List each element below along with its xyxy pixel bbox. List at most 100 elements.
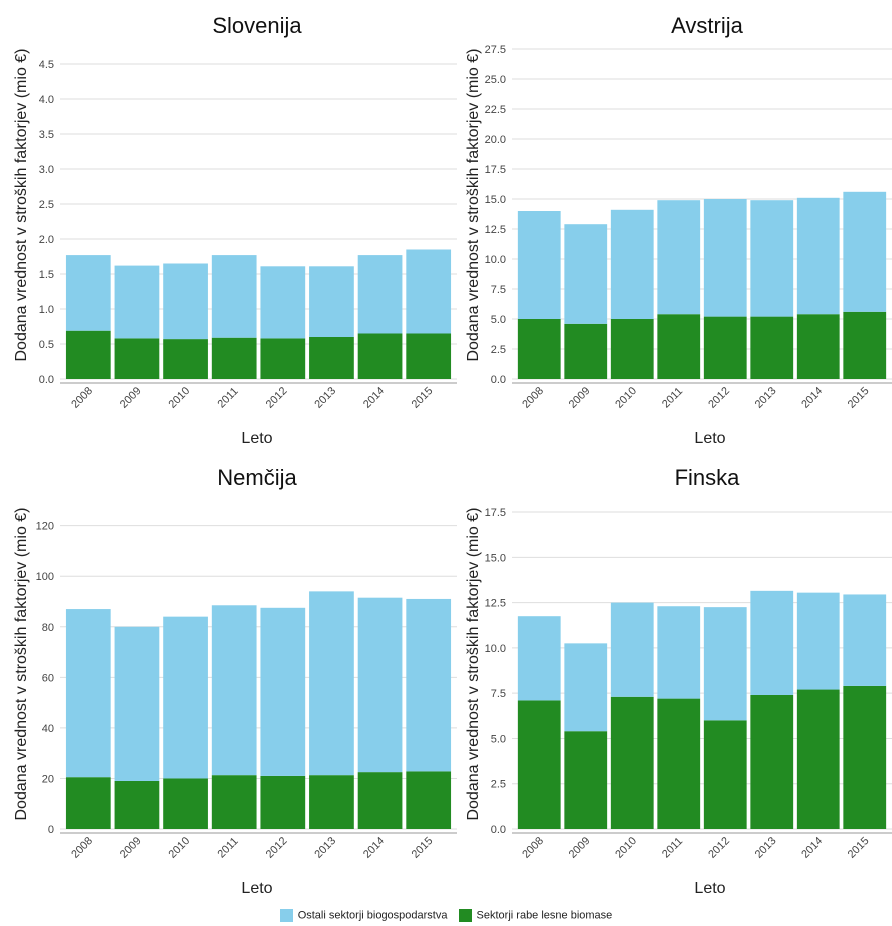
bar-ostali-2010	[610, 209, 654, 319]
bar-lesna-2013	[309, 775, 354, 829]
y-tick-label: 17.5	[485, 164, 506, 176]
bar-lesna-2015	[406, 771, 452, 829]
bar-lesna-2015	[843, 685, 887, 829]
y-tick-label: 4.0	[39, 94, 54, 106]
legend-item-lesna: Sektorji rabe lesne biomase	[458, 909, 613, 922]
x-tick-label: 2010	[167, 835, 193, 861]
x-tick-label: 2014	[799, 835, 825, 861]
y-tick-label: 15.0	[485, 194, 506, 206]
y-tick-label: 5.0	[491, 733, 506, 745]
x-tick-label: 2009	[118, 385, 144, 411]
x-tick-label: 2010	[167, 385, 193, 411]
x-axis-title: Leto	[241, 430, 272, 447]
panel-title: Finska	[675, 465, 741, 490]
bar-lesna-2014	[796, 314, 840, 379]
y-tick-label: 0.0	[491, 824, 506, 836]
y-tick-label: 12.5	[485, 224, 506, 236]
bar-lesna-2009	[114, 338, 160, 379]
y-tick-label: 22.5	[485, 104, 506, 116]
y-tick-label: 4.5	[39, 59, 54, 71]
x-tick-label: 2014	[799, 385, 825, 411]
y-tick-label: 0	[48, 824, 54, 836]
y-tick-label: 0.0	[39, 374, 54, 386]
bar-lesna-2009	[564, 731, 608, 829]
y-tick-label: 3.0	[39, 164, 54, 176]
bar-ostali-2014	[357, 597, 403, 773]
y-axis-title: Dodana vrednost v stroških faktorjev (mi…	[13, 48, 30, 361]
x-tick-label: 2012	[264, 835, 290, 861]
x-tick-label: 2013	[753, 385, 779, 411]
y-tick-label: 2.5	[39, 199, 54, 211]
x-tick-label: 2015	[846, 835, 872, 861]
bar-ostali-2009	[564, 224, 608, 324]
bar-lesna-2012	[260, 775, 306, 829]
bar-ostali-2012	[260, 266, 306, 339]
x-tick-label: 2015	[846, 385, 872, 411]
y-tick-label: 0.0	[491, 374, 506, 386]
x-tick-label: 2013	[312, 835, 338, 861]
x-tick-label: 2011	[215, 835, 240, 860]
bar-lesna-2008	[65, 777, 111, 829]
x-tick-label: 2011	[660, 835, 685, 860]
y-tick-label: 3.5	[39, 129, 54, 141]
y-tick-label: 0.5	[39, 339, 54, 351]
x-tick-label: 2014	[361, 835, 387, 861]
bar-lesna-2012	[260, 338, 306, 379]
bar-ostali-2012	[703, 199, 747, 317]
bar-ostali-2010	[163, 616, 208, 779]
chart-figure: 0.0 0.5 1.0 1.5 2.0 2.5 3.0 3.5 4.0 4.5 2008 2009 20…	[13, 13, 892, 897]
panel-title: Avstrija	[671, 13, 743, 38]
y-tick-label: 12.5	[485, 598, 506, 610]
bar-ostali-2013	[750, 590, 794, 695]
x-tick-label: 2009	[118, 835, 144, 861]
bar-ostali-2014	[796, 592, 840, 690]
y-axis-title: Dodana vrednost v stroških faktorjev (mi…	[13, 507, 30, 820]
bar-lesna-2010	[163, 778, 208, 829]
y-tick-label: 2.5	[491, 344, 506, 356]
chart-panel-slovenija: 0.0 0.5 1.0 1.5 2.0 2.5 3.0 3.5 4.0 4.5 2008 2009 20…	[13, 13, 457, 447]
bar-ostali-2011	[657, 606, 701, 699]
y-tick-label: 7.5	[491, 284, 506, 296]
bar-ostali-2008	[65, 609, 111, 778]
bar-ostali-2008	[65, 255, 111, 331]
x-tick-label: 2012	[706, 835, 732, 861]
chart-panel-nemčija: 0 20 40 60 80 100 120 2008 2009 2010 2011 2012 2013 2…	[13, 465, 457, 897]
y-tick-label: 80	[42, 622, 54, 634]
bar-lesna-2009	[114, 780, 160, 829]
bar-lesna-2011	[211, 775, 257, 829]
legend-label-ostali: Ostali sektorji biogospodarstva	[297, 909, 448, 922]
bar-lesna-2011	[657, 698, 701, 829]
x-tick-label: 2012	[706, 385, 732, 411]
y-tick-label: 1.0	[39, 304, 54, 316]
y-tick-label: 7.5	[491, 688, 506, 700]
y-tick-label: 100	[36, 571, 54, 583]
y-tick-label: 40	[42, 723, 54, 735]
y-tick-label: 20	[42, 773, 54, 785]
bar-ostali-2011	[211, 605, 257, 776]
bar-lesna-2014	[357, 772, 403, 829]
y-tick-label: 10.0	[485, 643, 506, 655]
bar-ostali-2013	[309, 266, 354, 337]
y-tick-label: 25.0	[485, 74, 506, 86]
y-axis-title: Dodana vrednost v stroških faktorjev (mi…	[465, 48, 482, 361]
x-tick-label: 2013	[753, 835, 779, 861]
x-axis-title: Leto	[694, 430, 725, 447]
x-tick-label: 2011	[660, 385, 685, 410]
bar-lesna-2014	[796, 689, 840, 829]
x-tick-label: 2008	[69, 385, 95, 411]
y-tick-label: 5.0	[491, 314, 506, 326]
x-tick-label: 2013	[312, 385, 338, 411]
bar-ostali-2015	[406, 598, 452, 772]
bar-lesna-2010	[610, 319, 654, 379]
bar-ostali-2015	[843, 191, 887, 312]
legend-label-lesna: Sektorji rabe lesne biomase	[476, 909, 613, 922]
x-tick-label: 2010	[613, 835, 639, 861]
chart-legend: Ostali sektorji biogospodarstva Sektorji…	[0, 909, 892, 922]
bar-lesna-2010	[610, 696, 654, 829]
bar-lesna-2011	[657, 314, 701, 379]
bar-ostali-2010	[163, 263, 208, 340]
bar-lesna-2013	[750, 316, 794, 379]
bar-ostali-2013	[309, 591, 354, 776]
bar-lesna-2012	[703, 316, 747, 379]
bar-lesna-2008	[65, 330, 111, 379]
